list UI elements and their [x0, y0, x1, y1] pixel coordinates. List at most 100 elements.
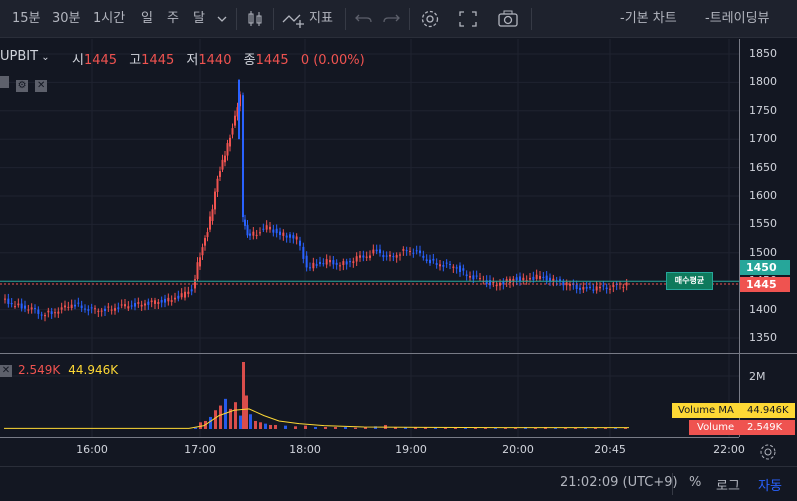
candle-body: [592, 289, 595, 291]
interval-30m[interactable]: 30분: [52, 11, 81, 26]
legend-controls: ⚙ ✕: [0, 73, 48, 92]
axis-settings-corner[interactable]: [740, 438, 797, 466]
price-chart: [0, 39, 739, 437]
candle-body: [47, 310, 50, 313]
last-price-label: 1445: [740, 277, 790, 292]
candle-body: [74, 304, 76, 307]
price-axis[interactable]: 1350 1400 14501500 1550 1600 1650 1700 1750 1800…: [739, 39, 797, 437]
candle-body: [77, 302, 80, 304]
interval-15m[interactable]: 15분: [12, 11, 41, 26]
symbol-chevron-icon[interactable]: ⌄: [38, 52, 50, 63]
candle-body: [559, 279, 561, 281]
axis-settings-gear-icon[interactable]: [740, 438, 797, 466]
candle-body: [389, 254, 391, 257]
price-tick-label: 1800: [749, 75, 777, 89]
candle-body: [107, 306, 110, 308]
legend-close-icon[interactable]: ✕: [35, 80, 48, 92]
candle-body: [535, 274, 538, 279]
candle-body: [569, 283, 571, 286]
candle-body: [80, 305, 83, 309]
candle-body: [14, 306, 16, 308]
candle-body: [196, 262, 199, 279]
indicators-button[interactable]: 지표: [309, 11, 333, 26]
volume-bar: [484, 427, 487, 429]
legend-settings-icon[interactable]: ⚙: [16, 80, 29, 92]
candle-body: [449, 263, 451, 265]
candle-body: [110, 309, 113, 311]
candle-body: [315, 264, 318, 266]
candle-body: [272, 229, 275, 233]
interval-month[interactable]: 달: [193, 11, 205, 26]
log-scale-toggle[interactable]: 로그: [716, 479, 740, 494]
price-tick-label: 1750: [749, 103, 777, 117]
candle-body: [589, 286, 591, 288]
volume-bar: [554, 427, 557, 429]
candle-body: [392, 256, 395, 258]
candle-body: [352, 261, 355, 264]
candle-body: [24, 305, 26, 309]
candle-body: [452, 266, 455, 268]
candle-body: [94, 308, 96, 310]
candle-body: [177, 295, 180, 299]
candle-body: [229, 137, 231, 147]
volume-bar: [464, 427, 467, 429]
pane-divider[interactable]: [0, 353, 797, 354]
auto-scale-toggle[interactable]: 자동: [758, 479, 782, 494]
candle-body: [54, 312, 56, 314]
candle-body: [219, 171, 221, 177]
bottom-bar: 21:02:09 (UTC+9) % 로그 자동: [0, 466, 797, 501]
fullscreen-icon[interactable]: [457, 0, 479, 38]
candle-body: [342, 261, 345, 266]
interval-week[interactable]: 주: [167, 11, 179, 26]
interval-day[interactable]: 일: [141, 11, 153, 26]
volume-bar: [604, 427, 607, 429]
ohlc-legend: 시1445 고1445 저1440 종1445 0 (0.00%): [72, 49, 365, 68]
clock-time[interactable]: 21:02:09 (UTC+9): [560, 475, 678, 490]
indicators-icon[interactable]: [282, 0, 306, 38]
time-axis[interactable]: 16:00 17:00 18:00 19:00 20:00 20:45 22:00: [0, 437, 745, 465]
candle-body: [462, 268, 465, 271]
chart-pane[interactable]: [0, 39, 739, 437]
volume-bar: [254, 420, 257, 429]
redo-icon[interactable]: [383, 0, 401, 38]
volume-bar: [229, 408, 232, 429]
candle-body: [216, 178, 219, 192]
candle-body: [302, 246, 305, 259]
interval-dropdown-chevron-icon[interactable]: [216, 0, 230, 38]
candle-body: [134, 303, 136, 307]
candle-body: [539, 276, 541, 279]
legend-eye-icon[interactable]: [0, 76, 9, 88]
candle-body: [70, 304, 73, 309]
volume-bar: [194, 427, 197, 429]
candle-body: [30, 307, 33, 310]
undo-icon[interactable]: [355, 0, 373, 38]
candle-style-icon[interactable]: [245, 0, 265, 38]
symbol-name[interactable]: UPBIT: [0, 49, 39, 64]
candle-body: [199, 257, 201, 267]
candle-body: [194, 279, 196, 289]
candle-body: [505, 279, 508, 282]
candle-body: [459, 265, 461, 272]
interval-1h[interactable]: 1시간: [93, 11, 126, 26]
candle-body: [582, 287, 585, 290]
volume-bar: [344, 426, 347, 429]
candle-body: [144, 303, 146, 306]
volume-bar: [239, 415, 242, 429]
candle-body: [84, 308, 86, 310]
price-tick-label: 1650: [749, 160, 777, 174]
candle-body: [174, 297, 176, 300]
tradingview-button[interactable]: -트레이딩뷰: [705, 11, 770, 26]
camera-snapshot-icon[interactable]: [497, 0, 519, 38]
volume-legend: ✕ 2.549K 44.946K: [0, 363, 118, 377]
candle-body: [312, 262, 315, 269]
volume-close-icon[interactable]: ✕: [0, 364, 12, 377]
percent-scale-toggle[interactable]: %: [689, 475, 702, 490]
candle-body: [209, 216, 211, 230]
candle-body: [90, 307, 93, 309]
candle-body: [515, 277, 518, 281]
volume-tick-label: 2M: [749, 370, 766, 383]
settings-gear-icon[interactable]: [419, 0, 441, 38]
volume-bar: [209, 416, 212, 429]
candle-body: [552, 278, 555, 282]
basic-chart-button[interactable]: -기본 차트: [620, 11, 677, 26]
